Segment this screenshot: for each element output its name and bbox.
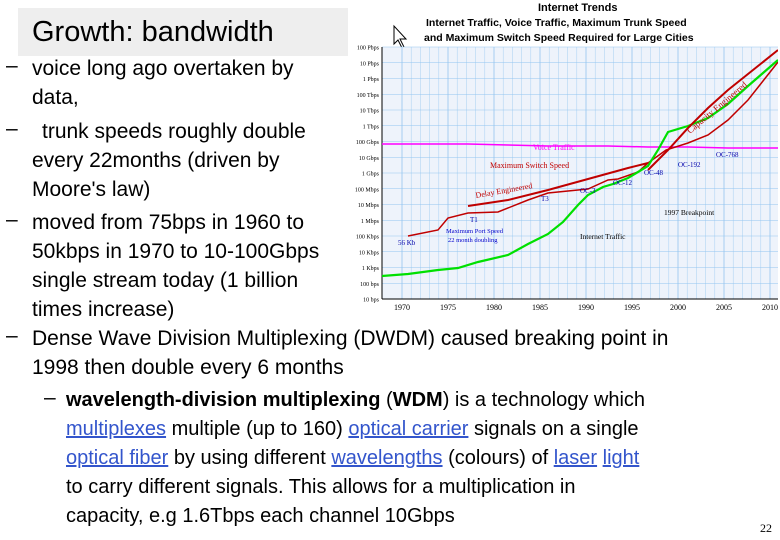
x-tick-label: 1980 bbox=[486, 303, 502, 312]
bullet-dash: – bbox=[6, 54, 18, 77]
bullet-text: Moore's law) bbox=[32, 178, 151, 201]
slide-title: Growth: bandwidth bbox=[18, 8, 348, 56]
label-t1: T1 bbox=[470, 216, 478, 224]
wdm-abbr: WDM bbox=[392, 389, 443, 411]
y-tick-label: 100 Pbps bbox=[357, 46, 380, 52]
bullet-text: 1998 then double every 6 months bbox=[32, 356, 344, 379]
bullet-text: single stream today (1 billion bbox=[32, 269, 299, 292]
x-tick-label: 1990 bbox=[578, 303, 594, 312]
wdm-line-4: to carry different signals. This allows … bbox=[66, 476, 576, 498]
bullet-dash: – bbox=[6, 208, 18, 231]
y-tick-label: 10 Kbps bbox=[359, 250, 380, 256]
series-maximum-switch-speed bbox=[407, 61, 778, 237]
label-t3: T3 bbox=[541, 195, 549, 203]
bullet-text: times increase) bbox=[32, 298, 175, 321]
label-oc3: OC-3 bbox=[580, 187, 596, 195]
label-max-port-speed: Maximum Port Speed bbox=[446, 228, 504, 235]
y-tick-label: 100 Mbps bbox=[355, 187, 380, 193]
bullet-text: every 22months (driven by bbox=[32, 149, 280, 172]
y-tick-label: 100 Tbps bbox=[357, 93, 380, 99]
link-multiplexes[interactable]: multiplexes bbox=[66, 418, 167, 440]
y-axis-ticks: 100 Pbps 10 Pbps 1 Pbps 100 Tbps 10 Tbps 1 Tb… bbox=[355, 46, 380, 304]
label-oc192: OC-192 bbox=[678, 161, 701, 169]
series-delay-engineered bbox=[467, 162, 649, 207]
y-tick-label: 100 Gbps bbox=[356, 140, 380, 146]
chart-title-line-2: and Maximum Switch Speed Required for La… bbox=[424, 32, 694, 44]
series-voice-traffic bbox=[382, 143, 778, 149]
label-voice-traffic: Voice Traffic bbox=[533, 143, 575, 152]
wdm-line-1: wavelength-division multiplexing (WDM) i… bbox=[66, 389, 646, 411]
y-tick-label: 10 bps bbox=[363, 298, 380, 304]
internet-trends-chart: Internet Trends Internet Traffic, Voice … bbox=[348, 0, 778, 322]
wdm-line-3: optical fiber by using different wavelen… bbox=[66, 447, 640, 469]
bullet-text: data, bbox=[32, 86, 79, 109]
label-56kb: 56 Kb bbox=[398, 239, 416, 247]
wdm-line-2: multiplexes multiple (up to 160) optical… bbox=[66, 418, 639, 440]
sub-bullet-dash: – bbox=[44, 386, 56, 409]
wdm-line-5: capacity, e.g 1.6Tbps each channel 10Gbp… bbox=[66, 505, 455, 527]
label-oc12: OC-12 bbox=[613, 179, 633, 187]
bullet-text: trunk speeds roughly double bbox=[42, 120, 306, 143]
y-tick-label: 10 Tbps bbox=[360, 109, 380, 115]
bullet-text: Dense Wave Division Multiplexing (DWDM) … bbox=[32, 327, 669, 350]
y-tick-label: 100 bps bbox=[360, 282, 380, 288]
bullet-dash: – bbox=[6, 324, 18, 347]
y-tick-label: 1 Tbps bbox=[363, 124, 380, 130]
y-tick-label: 1 Pbps bbox=[363, 77, 380, 83]
y-tick-label: 1 Gbps bbox=[362, 172, 380, 178]
x-tick-label: 2010 bbox=[762, 303, 778, 312]
bullet-text: moved from 75bps in 1960 to bbox=[32, 211, 304, 234]
bullet-text: 50kbps in 1970 to 10-100Gbps bbox=[32, 240, 320, 263]
label-oc48: OC-48 bbox=[644, 169, 664, 177]
x-tick-label: 1985 bbox=[532, 303, 548, 312]
label-oc768: OC-768 bbox=[716, 151, 739, 159]
x-tick-label: 1970 bbox=[394, 303, 410, 312]
link-optical-carrier[interactable]: optical carrier bbox=[348, 418, 469, 440]
series-internet-traffic bbox=[381, 59, 778, 278]
y-tick-label: 10 Mbps bbox=[358, 203, 380, 209]
link-optical-fiber[interactable]: optical fiber bbox=[66, 447, 169, 469]
y-tick-label: 100 Kbps bbox=[356, 235, 380, 241]
x-axis-ticks: 1970 1975 1980 1985 1990 1995 2000 2005 2010 bbox=[394, 303, 778, 312]
x-tick-label: 2000 bbox=[670, 303, 686, 312]
link-wavelengths[interactable]: wavelengths bbox=[331, 447, 443, 469]
y-tick-label: 10 Gbps bbox=[359, 156, 380, 162]
series-capacity-engineered bbox=[647, 49, 778, 171]
y-tick-label: 1 Kbps bbox=[362, 266, 380, 272]
x-tick-label: 2005 bbox=[716, 303, 732, 312]
x-tick-label: 1995 bbox=[624, 303, 640, 312]
label-max-switch-speed: Maximum Switch Speed bbox=[490, 161, 569, 170]
label-22-month-doubling: 22 month doubling bbox=[448, 237, 498, 244]
chart-title-line-1: Internet Traffic, Voice Traffic, Maximum… bbox=[426, 17, 687, 29]
link-light[interactable]: light bbox=[602, 447, 640, 469]
label-internet-traffic: Internet Traffic bbox=[580, 232, 626, 241]
bullet-dash: – bbox=[6, 117, 18, 140]
page-number: 22 bbox=[760, 521, 772, 535]
chart-top-title: Internet Trends bbox=[538, 2, 617, 14]
y-tick-label: 1 Mbps bbox=[361, 219, 380, 225]
x-tick-label: 1975 bbox=[440, 303, 456, 312]
wdm-term: wavelength-division multiplexing bbox=[66, 389, 381, 411]
label-1997-breakpoint: 1997 Breakpoint bbox=[664, 208, 715, 217]
bullet-text: voice long ago overtaken by bbox=[32, 57, 294, 80]
link-laser[interactable]: laser bbox=[553, 447, 598, 469]
y-tick-label: 10 Pbps bbox=[360, 61, 380, 67]
